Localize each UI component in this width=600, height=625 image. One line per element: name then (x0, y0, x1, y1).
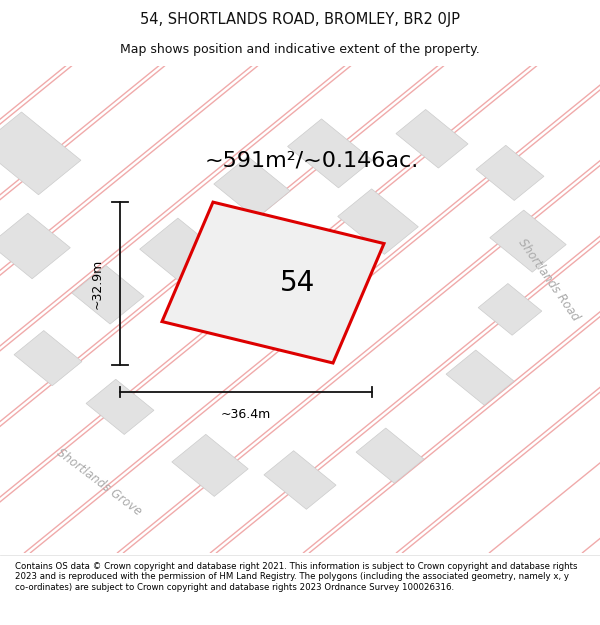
Text: ~591m²/~0.146ac.: ~591m²/~0.146ac. (205, 151, 419, 171)
Text: 54, SHORTLANDS ROAD, BROMLEY, BR2 0JP: 54, SHORTLANDS ROAD, BROMLEY, BR2 0JP (140, 12, 460, 27)
Polygon shape (338, 189, 418, 254)
Text: 54: 54 (280, 269, 314, 296)
Text: Contains OS data © Crown copyright and database right 2021. This information is : Contains OS data © Crown copyright and d… (15, 562, 577, 591)
Polygon shape (476, 145, 544, 201)
Polygon shape (0, 112, 81, 195)
Polygon shape (490, 210, 566, 272)
Polygon shape (0, 213, 70, 279)
Text: Map shows position and indicative extent of the property.: Map shows position and indicative extent… (120, 42, 480, 56)
Polygon shape (140, 218, 220, 284)
Polygon shape (396, 109, 468, 168)
Text: Shortlands Grove: Shortlands Grove (54, 446, 144, 519)
Polygon shape (356, 428, 424, 483)
Polygon shape (446, 350, 514, 405)
Text: ~36.4m: ~36.4m (221, 408, 271, 421)
Polygon shape (214, 156, 290, 219)
Polygon shape (72, 266, 144, 324)
Polygon shape (264, 451, 336, 509)
Text: ~32.9m: ~32.9m (91, 259, 104, 309)
Polygon shape (86, 379, 154, 434)
Polygon shape (287, 119, 373, 188)
Text: Shortlands Road: Shortlands Road (516, 237, 582, 324)
Polygon shape (162, 202, 384, 363)
Polygon shape (14, 331, 82, 386)
Polygon shape (478, 284, 542, 335)
Polygon shape (172, 434, 248, 496)
